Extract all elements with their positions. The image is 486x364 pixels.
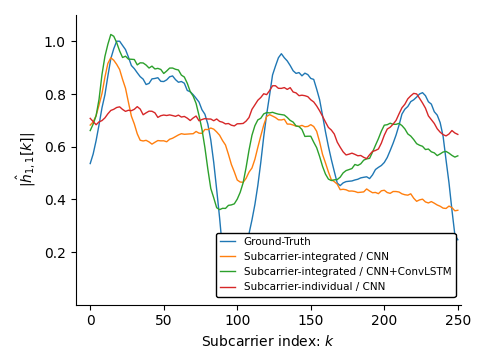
Ground-Truth [311, 77, 317, 82]
Subcarrier-integrated / CNN [334, 182, 340, 186]
Subcarrier-integrated / CNN+ConvLSTM [114, 40, 120, 45]
Subcarrier-individual / CNN [181, 114, 187, 119]
Subcarrier-individual / CNN [455, 132, 461, 136]
Line: Ground-Truth: Ground-Truth [90, 41, 458, 294]
Subcarrier-integrated / CNN+ConvLSTM [87, 128, 93, 133]
Subcarrier-integrated / CNN+ConvLSTM [184, 81, 190, 86]
Y-axis label: $|\hat{h}_{1,1}[k]|$: $|\hat{h}_{1,1}[k]|$ [15, 132, 38, 187]
Subcarrier-integrated / CNN [87, 123, 93, 127]
Subcarrier-individual / CNN [111, 107, 117, 111]
Line: Subcarrier-individual / CNN: Subcarrier-individual / CNN [90, 86, 458, 159]
Subcarrier-integrated / CNN [184, 132, 190, 136]
Subcarrier-integrated / CNN+ConvLSTM [320, 164, 326, 169]
Subcarrier-integrated / CNN+ConvLSTM [267, 111, 273, 115]
Subcarrier-integrated / CNN [455, 208, 461, 213]
Subcarrier-individual / CNN [308, 98, 313, 102]
Ground-Truth [320, 113, 326, 118]
Ground-Truth [231, 292, 237, 296]
Ground-Truth [337, 183, 343, 188]
Subcarrier-integrated / CNN+ConvLSTM [337, 175, 343, 179]
Ground-Truth [455, 238, 461, 242]
Line: Subcarrier-integrated / CNN+ConvLSTM: Subcarrier-integrated / CNN+ConvLSTM [90, 35, 458, 210]
Ground-Truth [111, 47, 117, 51]
Ground-Truth [87, 161, 93, 166]
Subcarrier-integrated / CNN+ConvLSTM [217, 207, 223, 212]
Ground-Truth [267, 93, 273, 97]
Subcarrier-individual / CNN [364, 157, 369, 161]
Ground-Truth [184, 88, 190, 92]
Subcarrier-individual / CNN [317, 108, 323, 113]
Line: Subcarrier-integrated / CNN: Subcarrier-integrated / CNN [90, 58, 458, 211]
Subcarrier-integrated / CNN+ConvLSTM [108, 32, 114, 37]
Subcarrier-individual / CNN [273, 84, 278, 88]
Subcarrier-individual / CNN [334, 140, 340, 144]
Subcarrier-integrated / CNN [264, 114, 270, 119]
Subcarrier-individual / CNN [87, 116, 93, 120]
Subcarrier-integrated / CNN [114, 62, 120, 67]
Subcarrier-integrated / CNN [452, 209, 458, 213]
Subcarrier-integrated / CNN+ConvLSTM [455, 154, 461, 158]
Subcarrier-integrated / CNN [317, 139, 323, 144]
Ground-Truth [117, 39, 122, 43]
X-axis label: Subcarrier index: $k$: Subcarrier index: $k$ [201, 334, 335, 349]
Subcarrier-integrated / CNN [308, 122, 313, 127]
Subcarrier-integrated / CNN+ConvLSTM [311, 140, 317, 145]
Subcarrier-integrated / CNN [108, 56, 114, 60]
Subcarrier-individual / CNN [261, 92, 267, 96]
Legend: Ground-Truth, Subcarrier-integrated / CNN, Subcarrier-integrated / CNN+ConvLSTM,: Ground-Truth, Subcarrier-integrated / CN… [216, 233, 455, 297]
